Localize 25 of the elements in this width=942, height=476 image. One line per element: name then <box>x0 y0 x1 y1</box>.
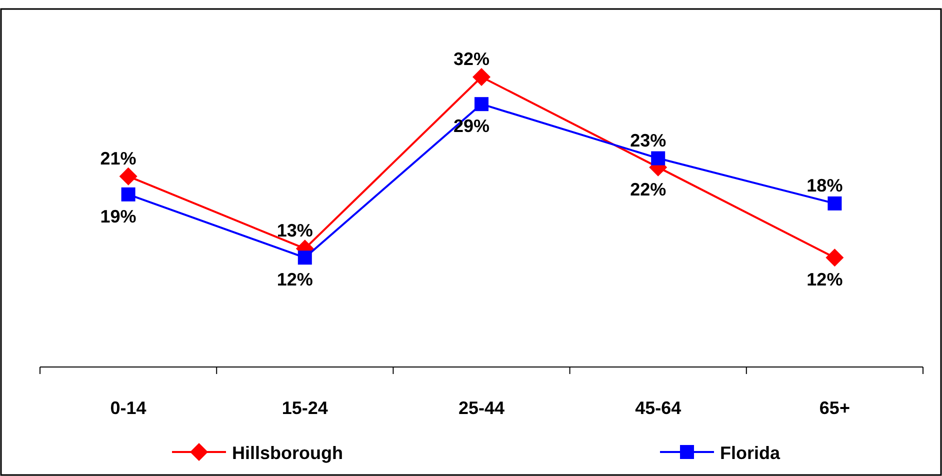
point <box>651 151 666 166</box>
data-label: 29% <box>453 116 490 136</box>
data-label: 18% <box>806 175 843 196</box>
x-tick-label: 65+ <box>819 398 850 418</box>
x-tick-label: 25-44 <box>458 398 505 418</box>
point <box>826 248 844 267</box>
data-label: 13% <box>276 220 313 241</box>
data-label: 19% <box>100 206 136 226</box>
point <box>298 250 312 265</box>
data-label: 21% <box>100 148 136 168</box>
data-label: 23% <box>630 130 666 150</box>
data-label: 12% <box>276 270 313 290</box>
point <box>121 187 136 202</box>
x-tick-label: 0-14 <box>110 398 146 418</box>
x-tick-label: 15-24 <box>282 398 328 418</box>
data-label: 22% <box>630 179 666 200</box>
point <box>828 196 842 210</box>
point <box>472 68 490 86</box>
point <box>119 167 138 186</box>
x-tick-label: 45-64 <box>635 398 682 418</box>
data-label: 12% <box>806 270 843 290</box>
data-label: 32% <box>453 49 490 69</box>
point <box>474 97 488 112</box>
legend-label: Hillsborough <box>232 443 343 463</box>
legend-label: Florida <box>720 443 781 463</box>
